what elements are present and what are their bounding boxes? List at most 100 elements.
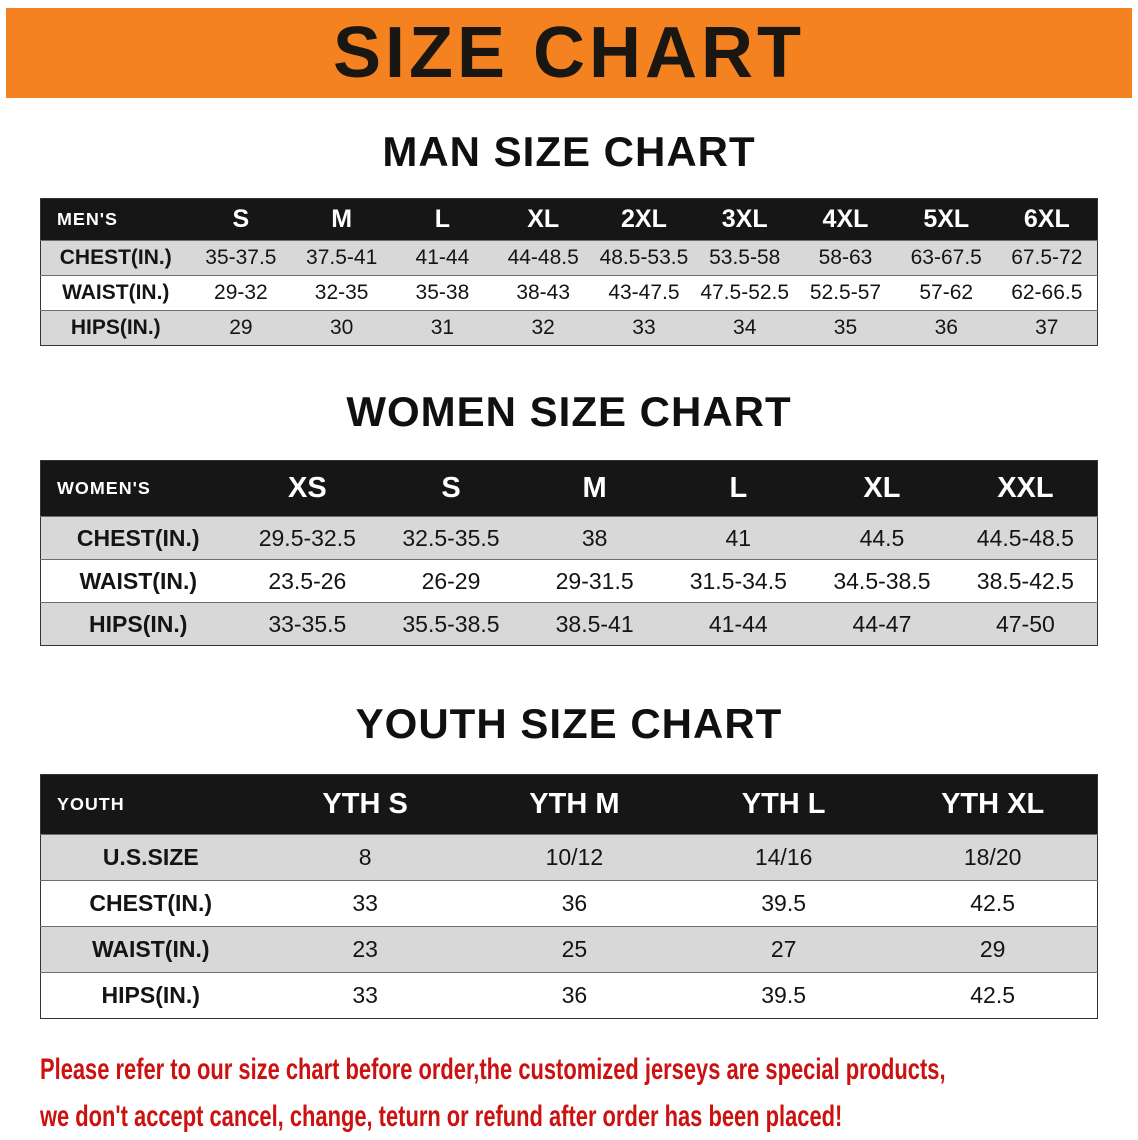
women-corner-header: WOMEN'S — [41, 461, 236, 517]
table-cell: 38.5-41 — [523, 603, 667, 646]
row-label: CHEST(IN.) — [41, 881, 261, 927]
row-label: WAIST(IN.) — [41, 560, 236, 603]
table-row: WAIST(IN.) 23.5-26 26-29 29-31.5 31.5-34… — [41, 560, 1098, 603]
table-cell: 41-44 — [666, 603, 810, 646]
women-size-table: WOMEN'S XS S M L XL XXL CHEST(IN.) 29.5-… — [40, 460, 1098, 646]
table-row: WAIST(IN.) 23 25 27 29 — [41, 927, 1098, 973]
table-cell: 34 — [694, 311, 795, 346]
men-size-table: MEN'S S M L XL 2XL 3XL 4XL 5XL 6XL CHEST… — [40, 198, 1098, 346]
table-cell: 62-66.5 — [997, 276, 1098, 311]
column-header: 3XL — [694, 199, 795, 241]
women-size-section: WOMEN SIZE CHART WOMEN'S XS S M L XL XXL… — [0, 388, 1138, 646]
column-header: M — [291, 199, 392, 241]
table-cell: 41-44 — [392, 241, 493, 276]
table-cell: 33 — [261, 973, 470, 1019]
row-label: HIPS(IN.) — [41, 311, 191, 346]
table-cell: 33-35.5 — [236, 603, 380, 646]
row-label: CHEST(IN.) — [41, 241, 191, 276]
table-cell: 47.5-52.5 — [694, 276, 795, 311]
table-cell: 32.5-35.5 — [379, 517, 523, 560]
table-cell: 38.5-42.5 — [954, 560, 1098, 603]
table-cell: 35-38 — [392, 276, 493, 311]
table-cell: 35.5-38.5 — [379, 603, 523, 646]
row-label: HIPS(IN.) — [41, 603, 236, 646]
table-cell: 29-32 — [191, 276, 292, 311]
table-cell: 29.5-32.5 — [236, 517, 380, 560]
table-cell: 53.5-58 — [694, 241, 795, 276]
table-row: HIPS(IN.) 33 36 39.5 42.5 — [41, 973, 1098, 1019]
table-cell: 44-48.5 — [493, 241, 594, 276]
table-cell: 26-29 — [379, 560, 523, 603]
column-header: 2XL — [594, 199, 695, 241]
table-cell: 52.5-57 — [795, 276, 896, 311]
row-label: WAIST(IN.) — [41, 276, 191, 311]
men-header-row: MEN'S S M L XL 2XL 3XL 4XL 5XL 6XL — [41, 199, 1098, 241]
table-cell: 58-63 — [795, 241, 896, 276]
column-header: 4XL — [795, 199, 896, 241]
men-section-heading: MAN SIZE CHART — [0, 128, 1138, 176]
table-cell: 41 — [666, 517, 810, 560]
table-cell: 57-62 — [896, 276, 997, 311]
youth-size-table: YOUTH YTH S YTH M YTH L YTH XL U.S.SIZE … — [40, 774, 1098, 1019]
column-header: L — [666, 461, 810, 517]
table-row: WAIST(IN.) 29-32 32-35 35-38 38-43 43-47… — [41, 276, 1098, 311]
column-header: XL — [810, 461, 954, 517]
table-row: HIPS(IN.) 33-35.5 35.5-38.5 38.5-41 41-4… — [41, 603, 1098, 646]
table-cell: 25 — [470, 927, 679, 973]
youth-corner-header: YOUTH — [41, 775, 261, 835]
table-cell: 48.5-53.5 — [594, 241, 695, 276]
table-cell: 42.5 — [888, 973, 1097, 1019]
table-cell: 36 — [470, 881, 679, 927]
table-cell: 32-35 — [291, 276, 392, 311]
table-cell: 39.5 — [679, 973, 888, 1019]
table-cell: 36 — [896, 311, 997, 346]
table-row: CHEST(IN.) 35-37.5 37.5-41 41-44 44-48.5… — [41, 241, 1098, 276]
column-header: YTH S — [261, 775, 470, 835]
row-label: U.S.SIZE — [41, 835, 261, 881]
column-header: YTH L — [679, 775, 888, 835]
table-cell: 27 — [679, 927, 888, 973]
table-cell: 38-43 — [493, 276, 594, 311]
table-cell: 43-47.5 — [594, 276, 695, 311]
table-cell: 32 — [493, 311, 594, 346]
table-cell: 47-50 — [954, 603, 1098, 646]
table-cell: 37.5-41 — [291, 241, 392, 276]
table-row: U.S.SIZE 8 10/12 14/16 18/20 — [41, 835, 1098, 881]
footer-note-line-1: Please refer to our size chart before or… — [40, 1047, 842, 1094]
table-cell: 14/16 — [679, 835, 888, 881]
table-cell: 29-31.5 — [523, 560, 667, 603]
men-size-section: MAN SIZE CHART MEN'S S M L XL 2XL 3XL 4X… — [0, 128, 1138, 346]
table-cell: 8 — [261, 835, 470, 881]
table-cell: 29 — [191, 311, 292, 346]
table-cell: 35 — [795, 311, 896, 346]
women-section-heading: WOMEN SIZE CHART — [0, 388, 1138, 436]
table-cell: 18/20 — [888, 835, 1097, 881]
table-cell: 35-37.5 — [191, 241, 292, 276]
page-title: SIZE CHART — [333, 17, 805, 89]
table-cell: 44-47 — [810, 603, 954, 646]
row-label: CHEST(IN.) — [41, 517, 236, 560]
youth-size-section: YOUTH SIZE CHART YOUTH YTH S YTH M YTH L… — [0, 700, 1138, 1019]
column-header: XL — [493, 199, 594, 241]
column-header: XS — [236, 461, 380, 517]
table-cell: 33 — [594, 311, 695, 346]
table-cell: 67.5-72 — [997, 241, 1098, 276]
row-label: WAIST(IN.) — [41, 927, 261, 973]
column-header: YTH XL — [888, 775, 1097, 835]
table-cell: 44.5-48.5 — [954, 517, 1098, 560]
footer-note: Please refer to our size chart before or… — [40, 1047, 1138, 1140]
size-chart-banner: SIZE CHART — [6, 8, 1132, 98]
youth-section-heading: YOUTH SIZE CHART — [0, 700, 1138, 748]
table-cell: 63-67.5 — [896, 241, 997, 276]
table-row: CHEST(IN.) 33 36 39.5 42.5 — [41, 881, 1098, 927]
table-cell: 39.5 — [679, 881, 888, 927]
column-header: 5XL — [896, 199, 997, 241]
table-cell: 10/12 — [470, 835, 679, 881]
women-header-row: WOMEN'S XS S M L XL XXL — [41, 461, 1098, 517]
table-cell: 36 — [470, 973, 679, 1019]
table-cell: 23.5-26 — [236, 560, 380, 603]
table-cell: 34.5-38.5 — [810, 560, 954, 603]
men-corner-header: MEN'S — [41, 199, 191, 241]
table-cell: 30 — [291, 311, 392, 346]
table-row: HIPS(IN.) 29 30 31 32 33 34 35 36 37 — [41, 311, 1098, 346]
